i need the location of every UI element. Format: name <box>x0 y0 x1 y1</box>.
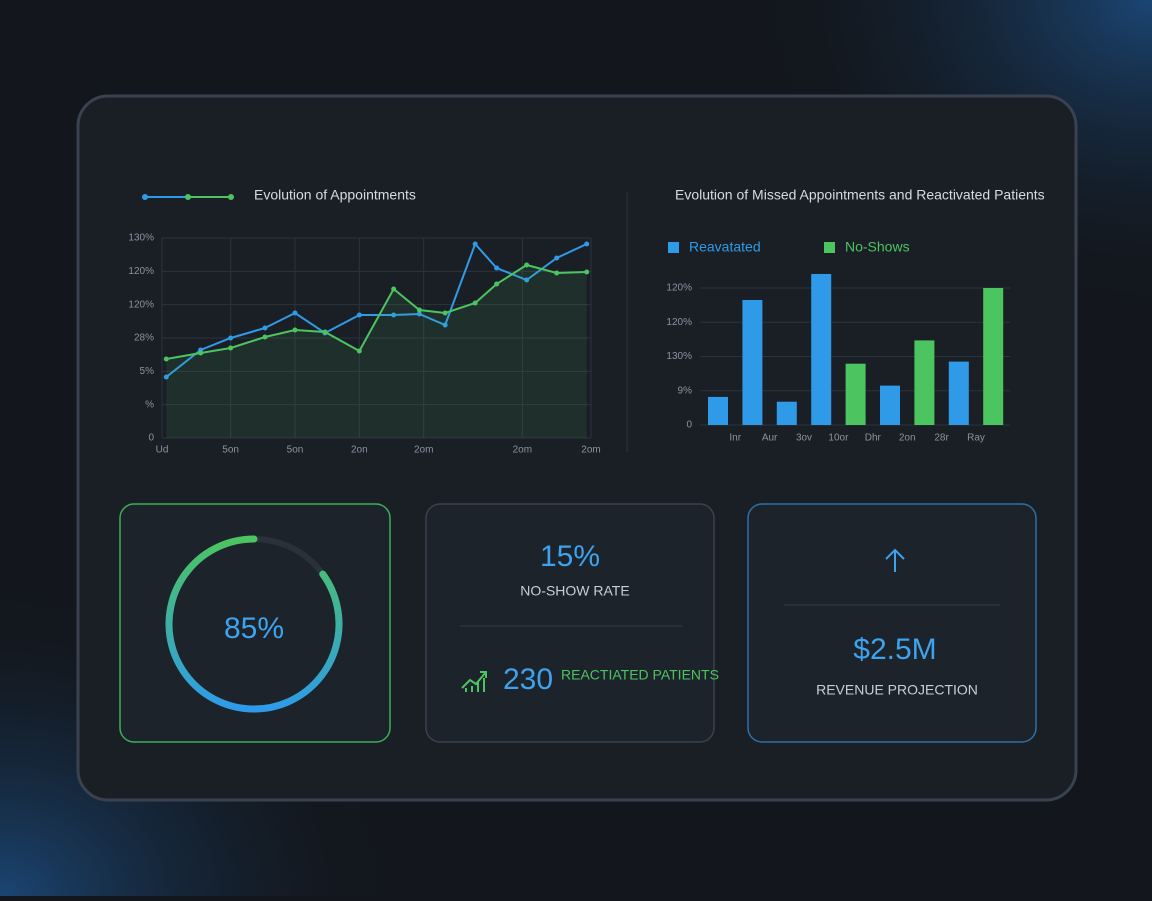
point <box>322 329 328 335</box>
y-tick-label: 0 <box>686 420 692 431</box>
point <box>163 356 169 362</box>
y-tick-label: 120% <box>666 317 692 328</box>
bar <box>914 340 935 425</box>
bar <box>948 361 969 425</box>
bar <box>845 363 866 425</box>
x-tick-label: Aur <box>762 433 778 444</box>
x-tick-label: 2om <box>414 445 433 456</box>
point <box>416 311 422 317</box>
arrow-icon <box>885 548 905 572</box>
x-tick-label: 3ov <box>796 433 812 444</box>
card <box>425 503 715 743</box>
y-tick-label: 0 <box>148 433 154 444</box>
kpi-label: REVENUE PROJECTION <box>816 682 978 698</box>
x-tick-label: Dhr <box>865 433 882 444</box>
x-tick-label: 5on <box>287 445 304 456</box>
x-tick-label: 10or <box>828 433 849 444</box>
point <box>262 334 268 340</box>
y-tick-label: 120% <box>666 283 692 294</box>
y-tick-label: 130% <box>128 233 154 244</box>
y-tick-label: 28% <box>134 333 154 344</box>
x-tick-label: 28r <box>934 433 949 444</box>
point <box>198 350 204 356</box>
x-tick-label: 2on <box>899 433 916 444</box>
bar <box>880 385 900 425</box>
gauge-arc <box>165 535 343 713</box>
bar <box>776 401 797 425</box>
bar <box>983 288 1004 425</box>
point <box>292 310 298 316</box>
point <box>416 307 422 313</box>
point <box>524 262 530 268</box>
x-tick-label: 5on <box>222 445 239 456</box>
point <box>472 300 478 306</box>
trend-icon <box>461 671 487 692</box>
x-tick-label: 2om <box>581 445 600 456</box>
bar <box>811 273 832 425</box>
point <box>442 310 448 316</box>
point <box>356 312 362 318</box>
gauge-value: 85% <box>224 612 284 645</box>
area <box>166 265 587 438</box>
point <box>584 269 590 275</box>
chart-title: Evolution of Missed Appointments and Rea… <box>675 187 1045 203</box>
point <box>554 255 560 261</box>
card <box>747 503 1037 743</box>
x-tick-label: Ud <box>156 445 169 456</box>
kpi-label: REACTIATED PATIENTS <box>561 667 719 683</box>
x-tick-label: Inr <box>729 433 741 444</box>
legend-swatch <box>824 242 835 253</box>
kpi-value: 15% <box>540 540 600 573</box>
point <box>262 325 268 331</box>
point <box>524 277 530 283</box>
point <box>584 241 590 247</box>
legend-label: Reavatated <box>689 239 761 255</box>
point <box>356 348 362 354</box>
point <box>442 322 448 328</box>
kpi-value: $2.5M <box>853 633 936 666</box>
point <box>472 241 478 247</box>
kpi-label: NO-SHOW RATE <box>520 583 629 599</box>
legend-label: No-Shows <box>845 239 910 255</box>
x-tick-label: 2om <box>513 445 532 456</box>
legend-icon <box>142 194 234 200</box>
point <box>292 327 298 333</box>
bar <box>742 299 763 425</box>
point <box>228 345 234 351</box>
kpi-value: 230 <box>503 663 553 696</box>
y-tick-label: % <box>145 399 154 410</box>
y-tick-label: 9% <box>678 385 693 396</box>
legend-swatch <box>668 242 679 253</box>
y-tick-label: 120% <box>128 266 154 277</box>
point <box>494 265 500 271</box>
bar <box>708 396 728 425</box>
y-tick-label: 130% <box>666 351 692 362</box>
card <box>119 503 391 743</box>
point <box>228 335 234 341</box>
point <box>391 312 397 318</box>
point <box>554 270 560 276</box>
point <box>391 286 397 292</box>
x-tick-label: 2on <box>351 445 368 456</box>
point <box>163 374 169 380</box>
y-tick-label: 5% <box>140 366 155 377</box>
x-tick-label: Ray <box>967 433 985 444</box>
y-tick-label: 120% <box>128 299 154 310</box>
chart-title: Evolution of Appointments <box>254 187 416 203</box>
point <box>494 281 500 287</box>
